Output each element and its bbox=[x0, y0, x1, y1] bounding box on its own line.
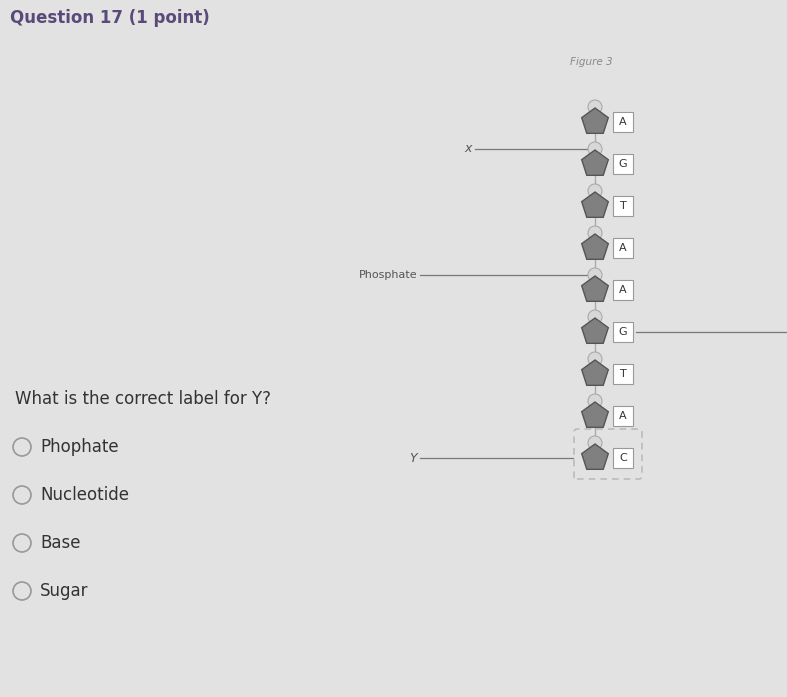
FancyBboxPatch shape bbox=[613, 448, 633, 468]
FancyBboxPatch shape bbox=[613, 154, 633, 174]
FancyBboxPatch shape bbox=[613, 406, 633, 426]
Text: T: T bbox=[619, 369, 626, 379]
Circle shape bbox=[588, 436, 602, 450]
Text: Nucleotide: Nucleotide bbox=[40, 486, 129, 504]
Polygon shape bbox=[582, 402, 608, 427]
FancyBboxPatch shape bbox=[613, 280, 633, 300]
Polygon shape bbox=[582, 360, 608, 385]
Circle shape bbox=[588, 268, 602, 282]
Polygon shape bbox=[582, 108, 608, 133]
Circle shape bbox=[588, 142, 602, 156]
Text: Phosphate: Phosphate bbox=[358, 270, 417, 280]
Text: A: A bbox=[619, 243, 626, 253]
Text: Question 17 (1 point): Question 17 (1 point) bbox=[10, 9, 210, 27]
Polygon shape bbox=[582, 192, 608, 217]
Circle shape bbox=[588, 352, 602, 366]
Circle shape bbox=[588, 310, 602, 324]
Text: T: T bbox=[619, 201, 626, 211]
Text: A: A bbox=[619, 411, 626, 421]
Circle shape bbox=[588, 394, 602, 408]
Polygon shape bbox=[582, 318, 608, 344]
FancyBboxPatch shape bbox=[613, 196, 633, 216]
Polygon shape bbox=[582, 276, 608, 301]
Text: A: A bbox=[619, 285, 626, 295]
Text: Sugar: Sugar bbox=[40, 582, 88, 600]
Text: G: G bbox=[619, 159, 627, 169]
Polygon shape bbox=[582, 150, 608, 176]
Text: What is the correct label for Y?: What is the correct label for Y? bbox=[15, 390, 271, 408]
Text: C: C bbox=[619, 453, 627, 463]
Text: G: G bbox=[619, 327, 627, 337]
Circle shape bbox=[588, 226, 602, 240]
Polygon shape bbox=[582, 234, 608, 259]
Text: Y: Y bbox=[409, 452, 417, 464]
Text: A: A bbox=[619, 117, 626, 127]
FancyBboxPatch shape bbox=[613, 364, 633, 384]
Text: Base: Base bbox=[40, 534, 80, 552]
Text: x: x bbox=[464, 142, 472, 155]
Circle shape bbox=[588, 184, 602, 198]
FancyBboxPatch shape bbox=[613, 112, 633, 132]
Circle shape bbox=[588, 100, 602, 114]
FancyBboxPatch shape bbox=[613, 238, 633, 258]
Text: Figure 3: Figure 3 bbox=[570, 57, 612, 67]
Text: Phophate: Phophate bbox=[40, 438, 119, 456]
FancyBboxPatch shape bbox=[613, 322, 633, 342]
Polygon shape bbox=[582, 444, 608, 469]
